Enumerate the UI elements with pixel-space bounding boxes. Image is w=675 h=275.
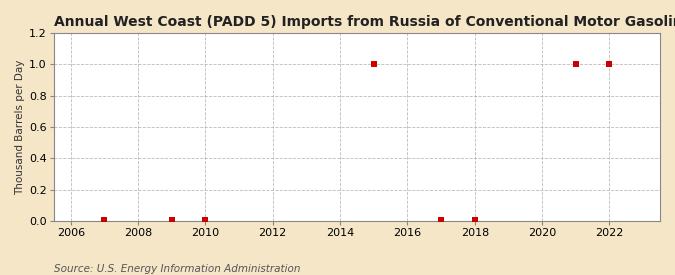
- Point: [166, 218, 177, 222]
- Point: [200, 218, 211, 222]
- Point: [99, 218, 110, 222]
- Y-axis label: Thousand Barrels per Day: Thousand Barrels per Day: [15, 59, 25, 195]
- Text: Annual West Coast (PADD 5) Imports from Russia of Conventional Motor Gasoline: Annual West Coast (PADD 5) Imports from …: [54, 15, 675, 29]
- Text: Source: U.S. Energy Information Administration: Source: U.S. Energy Information Administ…: [54, 264, 300, 274]
- Point: [436, 218, 447, 222]
- Point: [369, 62, 379, 67]
- Point: [469, 218, 480, 222]
- Point: [570, 62, 581, 67]
- Point: [604, 62, 615, 67]
